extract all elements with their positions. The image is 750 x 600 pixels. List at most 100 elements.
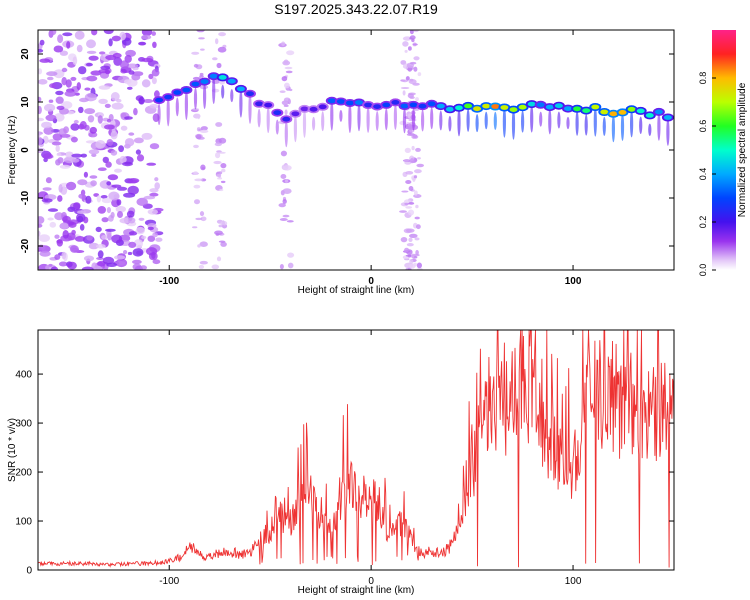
noise-blob	[81, 266, 94, 270]
ridge-tail	[566, 116, 570, 130]
noise-blob	[57, 34, 64, 44]
noise-blob	[85, 195, 92, 204]
streak-blob	[413, 66, 418, 72]
y-tick-label: 300	[15, 419, 32, 430]
noise-blob	[45, 177, 52, 184]
ridge-core	[336, 99, 345, 104]
noise-blob	[38, 48, 44, 53]
y-tick-label: 0	[26, 566, 32, 577]
noise-blob	[149, 192, 159, 197]
noise-blob	[79, 121, 87, 130]
streak-blob	[405, 206, 413, 209]
noise-blob	[106, 207, 111, 214]
colorbar: 0.0 0.2 0.4 0.6 0.8 Normalized spectral ampl…	[698, 30, 748, 276]
streak-blob	[220, 241, 227, 247]
noise-blob	[84, 87, 91, 91]
streak-blob	[410, 253, 415, 259]
ridge-tail	[266, 105, 270, 134]
ridge-core	[527, 101, 536, 107]
noise-blob	[126, 78, 138, 87]
noise-blob	[138, 96, 145, 105]
ridge-tail	[375, 111, 379, 131]
streak-blob	[282, 214, 290, 218]
streak-blob	[218, 240, 226, 243]
noise-blob	[103, 30, 114, 35]
noise-blob	[76, 82, 82, 91]
ridge-tail	[502, 106, 506, 138]
streak-blob	[193, 144, 199, 149]
noise-blob	[76, 215, 84, 223]
streak-blob	[415, 147, 421, 152]
streak-blob	[281, 76, 288, 82]
noise-blob	[102, 156, 110, 164]
noise-blob	[147, 235, 156, 242]
ridge-tail	[221, 84, 225, 99]
noise-blob	[71, 229, 76, 235]
ridge-core	[155, 97, 164, 103]
noise-blob	[95, 140, 106, 149]
noise-blob	[56, 239, 63, 244]
streak-blob	[280, 150, 287, 157]
chart-title: S197.2025.343.22.07.R19	[274, 1, 438, 17]
streak-blob	[213, 160, 222, 165]
ridge-core	[200, 79, 209, 84]
noise-blob	[73, 119, 79, 124]
ridge-tail	[620, 112, 625, 141]
streak-blob	[199, 72, 204, 76]
ridge-core	[427, 101, 436, 107]
ridge-tail	[557, 111, 561, 129]
streak-blob	[413, 30, 419, 33]
y-tick-label: 20	[20, 48, 31, 60]
noise-blob	[68, 221, 77, 228]
noise-blob	[51, 141, 62, 146]
ridge-tail	[184, 88, 188, 120]
streak-blob	[404, 247, 410, 253]
ridge-core	[164, 94, 173, 100]
noise-blob	[53, 69, 65, 79]
noise-blob	[135, 226, 145, 235]
streak-blob	[402, 36, 412, 41]
noise-blob	[98, 85, 111, 90]
streak-blob	[282, 199, 287, 204]
noise-blob	[41, 198, 53, 203]
streak-blob	[279, 218, 288, 221]
ridge-core	[282, 116, 291, 122]
noise-blob	[54, 234, 60, 239]
noise-blob	[38, 68, 43, 75]
ridge-tail	[384, 108, 388, 131]
noise-blob	[97, 115, 103, 124]
streak-blob	[191, 51, 200, 55]
ridge-core	[618, 110, 627, 115]
noise-blob	[132, 248, 144, 257]
ridge-core	[309, 106, 318, 112]
noise-blob	[119, 60, 129, 69]
ridge-core	[236, 86, 245, 92]
noise-blob	[86, 39, 96, 49]
noise-blob	[56, 152, 62, 157]
noise-blob	[113, 255, 126, 260]
streak-blob	[218, 32, 227, 37]
ridge-tail	[493, 111, 497, 130]
streak-blob	[217, 46, 227, 53]
spectrogram-ylabel: Frequency (Hz)	[7, 116, 18, 185]
colorbar-tick-label: 0.8	[698, 72, 708, 85]
noise-blob	[78, 193, 86, 199]
noise-blob	[127, 86, 133, 90]
noise-blob	[78, 106, 84, 114]
ridge-tail	[430, 107, 434, 130]
streak-blob	[195, 217, 203, 221]
noise-blob	[83, 216, 89, 224]
y-tick-label: -20	[20, 238, 31, 253]
ridge-core	[291, 111, 300, 117]
noise-blob	[96, 244, 106, 249]
noise-blob	[89, 126, 98, 134]
noise-blob	[138, 217, 145, 221]
streak-blob	[286, 50, 295, 56]
ridge-core	[173, 90, 182, 95]
noise-blob	[98, 69, 108, 74]
streak-blob	[399, 210, 407, 213]
streak-blob	[195, 134, 202, 140]
noise-blob	[73, 202, 81, 210]
colorbar-label: Normalized spectral amplitude	[737, 82, 748, 217]
